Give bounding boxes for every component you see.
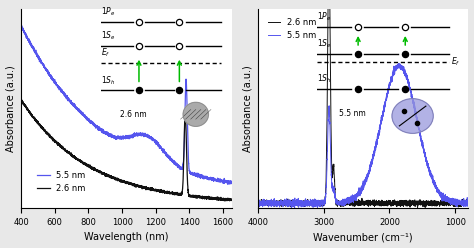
2.6 nm bbox=[344, 202, 349, 205]
Legend: 5.5 nm, 2.6 nm: 5.5 nm, 2.6 nm bbox=[34, 167, 89, 196]
Y-axis label: Absorbance (a.u.): Absorbance (a.u.) bbox=[242, 65, 252, 152]
Line: 5.5 nm: 5.5 nm bbox=[258, 63, 468, 208]
2.6 nm bbox=[459, 200, 465, 203]
5.5 nm bbox=[292, 207, 298, 210]
2.6 nm bbox=[415, 206, 420, 209]
5.5 nm bbox=[225, 183, 231, 186]
5.5 nm bbox=[229, 181, 235, 184]
5.5 nm bbox=[202, 176, 208, 179]
2.6 nm bbox=[99, 171, 105, 174]
2.6 nm bbox=[18, 99, 24, 102]
2.6 nm bbox=[465, 202, 471, 205]
2.6 nm bbox=[222, 199, 228, 202]
Legend: 2.6 nm, 5.5 nm: 2.6 nm, 5.5 nm bbox=[264, 15, 319, 43]
2.6 nm bbox=[225, 198, 230, 201]
X-axis label: Wavelength (nm): Wavelength (nm) bbox=[84, 232, 169, 243]
Y-axis label: Absorbance (a.u.): Absorbance (a.u.) bbox=[6, 65, 16, 152]
5.5 nm bbox=[18, 24, 24, 27]
5.5 nm bbox=[255, 202, 261, 205]
5.5 nm bbox=[355, 193, 361, 196]
Line: 2.6 nm: 2.6 nm bbox=[258, 0, 468, 208]
Line: 2.6 nm: 2.6 nm bbox=[21, 99, 232, 201]
5.5 nm bbox=[345, 201, 351, 204]
5.5 nm bbox=[408, 90, 414, 93]
5.5 nm bbox=[465, 202, 471, 205]
2.6 nm bbox=[255, 201, 261, 204]
2.6 nm bbox=[108, 176, 114, 179]
2.6 nm bbox=[355, 200, 361, 203]
Line: 5.5 nm: 5.5 nm bbox=[21, 25, 232, 184]
2.6 nm bbox=[55, 144, 61, 147]
5.5 nm bbox=[225, 181, 230, 184]
2.6 nm bbox=[449, 200, 455, 203]
2.6 nm bbox=[18, 97, 24, 100]
2.6 nm bbox=[202, 196, 208, 199]
2.6 nm bbox=[345, 201, 351, 204]
5.5 nm bbox=[18, 23, 24, 26]
5.5 nm bbox=[42, 67, 48, 70]
5.5 nm bbox=[108, 134, 114, 137]
5.5 nm bbox=[449, 199, 455, 202]
5.5 nm bbox=[55, 84, 61, 87]
X-axis label: Wavenumber (cm⁻¹): Wavenumber (cm⁻¹) bbox=[313, 232, 413, 243]
5.5 nm bbox=[99, 131, 105, 134]
2.6 nm bbox=[229, 199, 235, 202]
5.5 nm bbox=[459, 202, 465, 205]
2.6 nm bbox=[408, 200, 414, 203]
2.6 nm bbox=[42, 129, 48, 132]
5.5 nm bbox=[344, 200, 349, 203]
5.5 nm bbox=[396, 62, 402, 65]
